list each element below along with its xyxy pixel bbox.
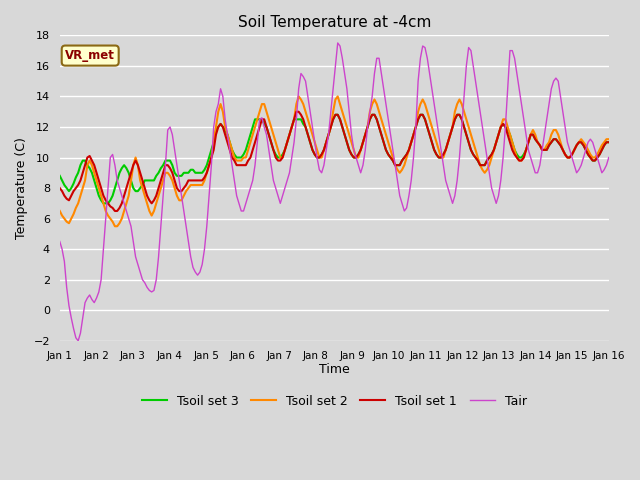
- Line: Tair: Tair: [60, 43, 609, 341]
- Tair: [56, 239, 63, 244]
- Tsoil set 3: [56, 173, 63, 179]
- Tsoil set 1: [570, 147, 578, 153]
- Tsoil set 1: [292, 109, 300, 115]
- Tsoil set 3: [332, 112, 339, 118]
- Tsoil set 1: [145, 197, 153, 203]
- Tair: [244, 193, 252, 199]
- Line: Tsoil set 1: Tsoil set 1: [60, 112, 609, 211]
- Tsoil set 3: [93, 185, 100, 191]
- Tsoil set 2: [295, 94, 303, 99]
- Y-axis label: Temperature (C): Temperature (C): [15, 137, 28, 239]
- Tair: [81, 300, 89, 305]
- Tsoil set 1: [79, 170, 86, 176]
- Tsoil set 2: [93, 178, 100, 183]
- Tsoil set 3: [244, 139, 252, 145]
- Tsoil set 2: [79, 185, 86, 191]
- Tair: [424, 55, 431, 61]
- Tair: [74, 338, 82, 344]
- X-axis label: Time: Time: [319, 363, 349, 376]
- Tsoil set 3: [570, 147, 578, 153]
- Tsoil set 3: [79, 158, 86, 164]
- Tsoil set 2: [145, 208, 153, 214]
- Tsoil set 2: [244, 147, 252, 153]
- Tsoil set 3: [424, 124, 431, 130]
- Tsoil set 3: [145, 178, 153, 183]
- Tair: [570, 162, 578, 168]
- Tair: [605, 155, 612, 160]
- Tsoil set 2: [111, 223, 119, 229]
- Tsoil set 3: [100, 201, 108, 206]
- Title: Soil Temperature at -4cm: Soil Temperature at -4cm: [237, 15, 431, 30]
- Tsoil set 2: [605, 136, 612, 142]
- Tsoil set 2: [56, 208, 63, 214]
- Tsoil set 1: [111, 208, 119, 214]
- Tair: [334, 40, 342, 46]
- Tsoil set 2: [424, 109, 431, 115]
- Legend: Tsoil set 3, Tsoil set 2, Tsoil set 1, Tair: Tsoil set 3, Tsoil set 2, Tsoil set 1, T…: [137, 390, 532, 413]
- Tsoil set 1: [244, 158, 252, 164]
- Tair: [145, 288, 153, 293]
- Tsoil set 2: [570, 147, 578, 153]
- Tsoil set 1: [424, 124, 431, 130]
- Text: VR_met: VR_met: [65, 49, 115, 62]
- Tair: [95, 289, 102, 295]
- Line: Tsoil set 2: Tsoil set 2: [60, 96, 609, 226]
- Line: Tsoil set 3: Tsoil set 3: [60, 115, 609, 204]
- Tsoil set 3: [605, 139, 612, 145]
- Tsoil set 1: [93, 170, 100, 176]
- Tsoil set 1: [605, 139, 612, 145]
- Tsoil set 1: [56, 185, 63, 191]
